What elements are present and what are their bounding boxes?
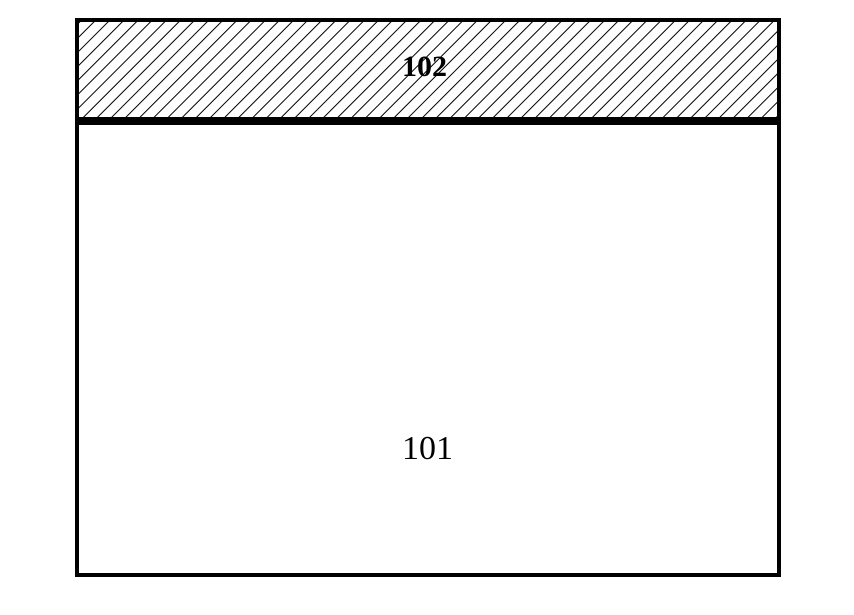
layer-101 [75, 121, 781, 577]
label-101: 101 [402, 430, 453, 468]
label-102: 102 [402, 50, 447, 84]
diagram-canvas: 102 101 [0, 0, 854, 615]
